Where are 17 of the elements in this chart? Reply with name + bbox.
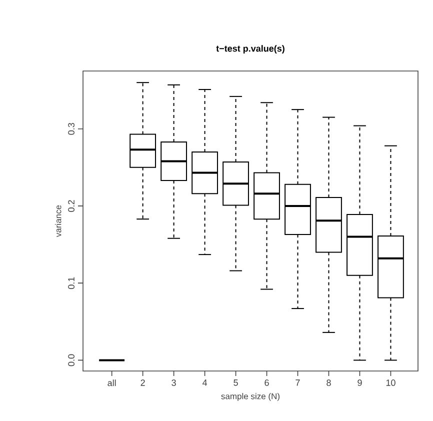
- chart-title: t−test p.value(s): [216, 45, 284, 54]
- x-tick-label: 10: [386, 380, 396, 386]
- x-tick-label: 4: [202, 380, 208, 386]
- x-tick-label: all: [108, 380, 116, 386]
- y-tick-label: 0.3: [68, 122, 74, 135]
- x-tick-label: 6: [264, 380, 269, 386]
- y-tick-label: 0.2: [68, 200, 74, 212]
- x-tick-label: 8: [326, 380, 331, 386]
- x-tick-label: 9: [358, 380, 362, 386]
- y-tick-label: 0.0: [68, 354, 74, 366]
- x-tick-label: 7: [296, 380, 300, 386]
- x-tick-label: 5: [234, 380, 238, 386]
- x-tick-label: 3: [172, 380, 176, 386]
- x-axis-title: sample size (N): [221, 393, 280, 401]
- y-axis-title: variance: [54, 205, 62, 238]
- x-tick-label: 2: [140, 380, 145, 386]
- y-tick-label: 0.1: [68, 277, 74, 289]
